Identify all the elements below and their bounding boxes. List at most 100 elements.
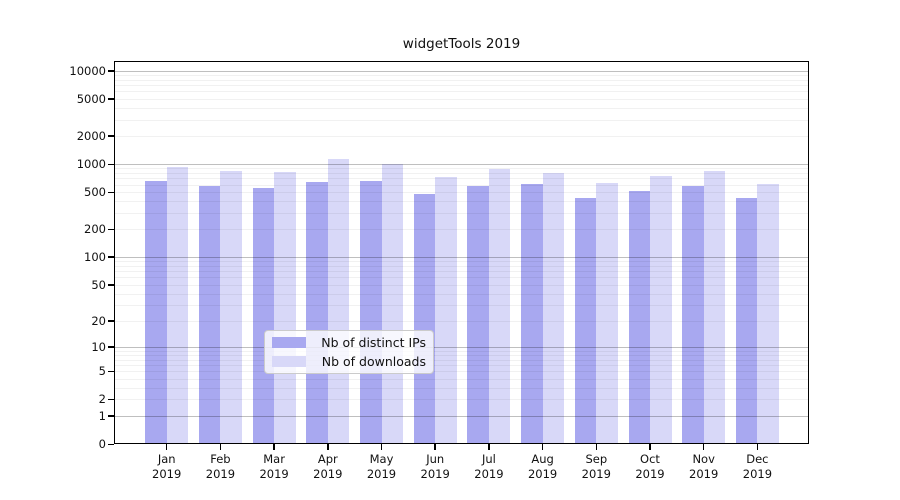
gridline-minor-50 <box>114 284 809 286</box>
x-tick-label-aug-year: 2019 <box>527 467 558 481</box>
x-tick-label-dec-year: 2019 <box>742 467 773 481</box>
gridline-major-1000 <box>114 164 809 166</box>
bar-nb-of-downloads-jun <box>435 176 457 444</box>
bar-nb-of-downloads-jul <box>488 169 511 444</box>
bar-nb-of-downloads-sep <box>596 183 618 444</box>
gridline-minor-4 <box>114 378 809 380</box>
y-tick-2 <box>107 398 114 401</box>
x-tick-dec <box>756 444 759 450</box>
bar-nb-of-downloads-oct <box>650 175 672 444</box>
gridline-minor-2000 <box>114 135 809 137</box>
bar-nb-of-distinct-ips-jul <box>467 185 489 444</box>
bar-nb-of-distinct-ips-jun <box>413 194 436 444</box>
gridline-minor-9000 <box>114 75 809 77</box>
y-tick-500 <box>107 191 114 194</box>
legend-swatch-distinct-ips <box>272 337 306 349</box>
y-tick-label-1000: 1000 <box>76 157 106 172</box>
y-tick-50 <box>107 284 114 286</box>
bar-nb-of-downloads-mar <box>274 171 296 444</box>
x-tick-label-jan: Jan <box>157 452 176 466</box>
gridline-minor-600 <box>114 184 809 186</box>
gridline-minor-4000 <box>114 107 809 109</box>
x-tick-label-dec: Dec <box>746 452 769 466</box>
bar-nb-of-distinct-ips-aug <box>521 184 543 444</box>
legend-swatch-downloads <box>272 355 306 367</box>
bar-nb-of-distinct-ips-oct <box>628 191 650 444</box>
gridline-minor-20 <box>114 320 809 322</box>
x-tick-label-feb-year: 2019 <box>205 467 236 481</box>
x-tick-label-nov: Nov <box>692 452 715 466</box>
legend-label-distinct-ips: Nb of distinct IPs <box>321 335 426 351</box>
gridline-minor-2 <box>114 399 809 401</box>
x-tick-jun <box>434 444 436 450</box>
y-tick-2000 <box>107 135 114 137</box>
y-tick-0 <box>107 443 114 445</box>
y-tick-label-2: 2 <box>98 392 106 407</box>
gridline-minor-90 <box>114 261 809 263</box>
gridline-major-1 <box>114 415 809 417</box>
bar-nb-of-downloads-apr <box>327 159 350 444</box>
gridline-minor-8000 <box>114 79 809 81</box>
plot-area <box>114 61 809 444</box>
gridline-minor-500 <box>114 192 809 194</box>
gridline-minor-7 <box>114 359 809 361</box>
x-tick-may <box>380 444 383 450</box>
bar-nb-of-distinct-ips-may <box>360 181 382 444</box>
y-tick-label-50: 50 <box>91 277 106 292</box>
y-tick-label-2000: 2000 <box>76 128 106 143</box>
gridline-minor-70 <box>114 271 809 273</box>
x-tick-label-mar-year: 2019 <box>259 467 289 481</box>
gridline-minor-5 <box>114 371 809 373</box>
legend-entry-distinct-ips: Nb of distinct IPs <box>272 335 426 351</box>
y-tick-label-10: 10 <box>91 339 106 354</box>
y-tick-1 <box>107 415 114 417</box>
gridline-minor-800 <box>114 173 809 175</box>
gridline-minor-6000 <box>114 91 809 93</box>
bar-nb-of-distinct-ips-sep <box>574 198 597 444</box>
x-tick-label-aug: Aug <box>531 452 554 466</box>
x-tick-label-oct-year: 2019 <box>635 467 665 481</box>
gridline-minor-200 <box>114 229 809 231</box>
legend-entry-downloads: Nb of downloads <box>272 354 426 370</box>
bar-nb-of-downloads-jan <box>166 166 189 444</box>
y-tick-20 <box>107 320 114 322</box>
legend: Nb of distinct IPs Nb of downloads <box>264 330 434 374</box>
bar-nb-of-distinct-ips-jan <box>145 180 167 444</box>
x-tick-label-apr-year: 2019 <box>313 467 343 481</box>
gridline-minor-40 <box>114 293 809 295</box>
chart-title: widgetTools 2019 <box>402 36 521 52</box>
gridline-minor-9 <box>114 350 809 352</box>
x-tick-label-jun-year: 2019 <box>420 467 450 481</box>
y-tick-label-100: 100 <box>84 249 106 264</box>
legend-label-downloads: Nb of downloads <box>321 353 426 369</box>
gridline-major-10 <box>114 346 809 348</box>
gridline-major-100 <box>114 256 809 258</box>
bar-nb-of-distinct-ips-apr <box>306 182 328 444</box>
gridline-minor-6 <box>114 365 809 367</box>
y-tick-10 <box>107 346 114 348</box>
y-tick-label-5: 5 <box>98 364 106 379</box>
gridline-minor-8 <box>114 354 809 356</box>
y-tick-label-500: 500 <box>84 185 106 200</box>
x-tick-feb <box>219 444 222 450</box>
y-tick-5 <box>107 370 114 373</box>
gridline-minor-7000 <box>114 85 809 87</box>
gridline-minor-30 <box>114 304 809 306</box>
bar-nb-of-downloads-dec <box>757 184 779 444</box>
x-tick-label-may: May <box>369 452 394 466</box>
gridline-major-10000 <box>114 70 809 72</box>
y-tick-5000 <box>107 98 114 100</box>
bar-nb-of-downloads-aug <box>542 172 565 444</box>
gridline-minor-300 <box>114 212 809 214</box>
gridline-minor-3 <box>114 387 809 389</box>
y-tick-label-20: 20 <box>91 313 106 328</box>
x-tick-label-sep-year: 2019 <box>581 467 611 481</box>
gridline-minor-5000 <box>114 98 809 100</box>
x-tick-label-may-year: 2019 <box>366 467 397 481</box>
x-tick-oct <box>649 444 651 450</box>
y-tick-1000 <box>107 163 114 166</box>
x-tick-jul <box>488 444 490 450</box>
gridline-minor-3000 <box>114 119 809 121</box>
y-tick-label-200: 200 <box>84 222 106 237</box>
